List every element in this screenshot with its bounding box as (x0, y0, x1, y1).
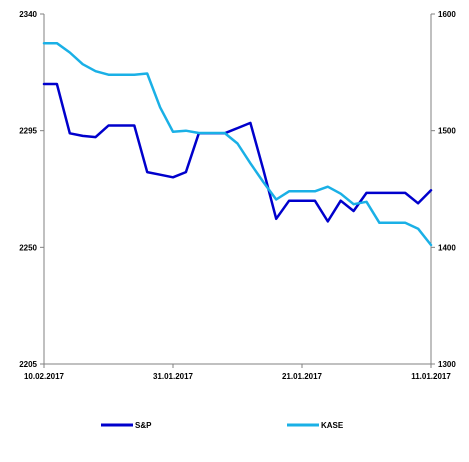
right-tick-label: 1400 (438, 243, 456, 252)
legend-label: S&P (135, 421, 152, 430)
series-layer (42, 41, 433, 247)
x-tick-label: 21.01.2017 (282, 372, 323, 381)
left-tick-label: 2340 (19, 10, 37, 19)
right-axis-ticks: 1300 1400 1500 1600 (431, 10, 456, 369)
x-tick-label: 31.01.2017 (153, 372, 194, 381)
plot-area (43, 14, 432, 365)
legend: S&P KASE (101, 421, 344, 430)
left-axis-ticks: 2205 2250 2295 2340 (19, 10, 44, 369)
series-line-1 (42, 41, 433, 247)
left-tick-label: 2205 (19, 360, 37, 369)
left-tick-label: 2295 (19, 127, 37, 136)
legend-label: KASE (321, 421, 344, 430)
x-tick-label: 11.01.2017 (411, 372, 451, 381)
right-tick-label: 1500 (438, 127, 456, 136)
x-axis-ticks: 10.02.2017 31.01.2017 21.01.2017 11.01.2017 (24, 364, 451, 381)
right-tick-label: 1600 (438, 10, 456, 19)
series-line-0 (42, 82, 433, 223)
x-tick-label: 10.02.2017 (24, 372, 65, 381)
right-tick-label: 1300 (438, 360, 456, 369)
left-tick-label: 2250 (19, 243, 37, 252)
